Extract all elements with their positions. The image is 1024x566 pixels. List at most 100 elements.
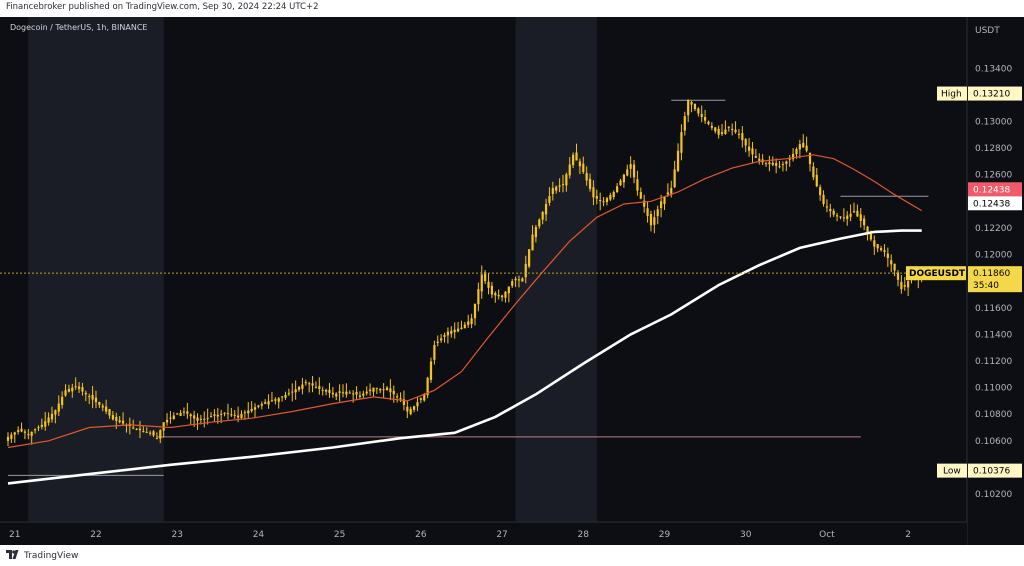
candle-body	[866, 226, 869, 233]
candle-body	[612, 192, 615, 197]
candle-body	[135, 428, 138, 430]
svg-text:35:40: 35:40	[973, 281, 999, 291]
candle-body	[704, 116, 707, 121]
candle-body	[111, 415, 115, 420]
price-tick: 0.11200	[975, 357, 1012, 367]
candle-body	[785, 161, 788, 164]
candle-body	[660, 201, 663, 209]
candle-body	[216, 414, 219, 417]
candle-body	[358, 395, 362, 397]
candle-body	[297, 386, 301, 390]
candle-body	[341, 392, 345, 394]
candle-body	[108, 409, 111, 416]
time-tick: 26	[415, 530, 427, 540]
candle-body	[406, 406, 409, 412]
candle-body	[375, 387, 378, 389]
price-tick: 0.10800	[975, 410, 1012, 420]
candle-body	[274, 399, 277, 401]
price-tick: 0.11400	[975, 330, 1012, 340]
candle-body	[233, 414, 236, 416]
candle-body	[57, 403, 60, 412]
candle-body	[636, 179, 639, 191]
candle-body	[348, 392, 351, 394]
current-price-label: DOGEUSDT 0.11860 35:40	[906, 266, 1022, 293]
candle-body	[487, 281, 490, 288]
candle-body	[517, 279, 521, 281]
candle-body	[176, 413, 179, 415]
candle-body	[859, 214, 862, 221]
candle-body	[646, 208, 649, 216]
candle-body	[23, 431, 27, 433]
candle-body	[599, 199, 602, 202]
candle-body	[710, 125, 713, 128]
candle-body	[856, 210, 859, 217]
candle-body	[714, 127, 717, 132]
candle-body	[27, 434, 30, 436]
candle-body	[30, 431, 33, 436]
candle-body	[697, 108, 700, 114]
candle-body	[643, 200, 646, 207]
candle-body	[484, 272, 487, 282]
candle-body	[10, 434, 13, 439]
candle-body	[423, 394, 426, 401]
candle-body	[731, 128, 734, 130]
candle-body	[352, 393, 355, 395]
candle-body	[67, 388, 71, 392]
chart-frame[interactable]: Dogecoin / TetherUS, 1h, BINANCE USDT 0.…	[0, 17, 1024, 545]
candle-body	[632, 164, 636, 178]
price-tick: 0.11600	[975, 304, 1012, 314]
candle-body	[595, 196, 598, 199]
candle-body	[179, 412, 182, 416]
candle-body	[490, 285, 494, 295]
candle-body	[568, 164, 571, 176]
price-chart[interactable]: Dogecoin / TetherUS, 1h, BINANCE USDT 0.…	[0, 17, 1024, 545]
time-axis[interactable]	[0, 522, 967, 545]
candle-body	[453, 329, 456, 333]
time-tick: 25	[334, 530, 345, 540]
candle-body	[727, 126, 730, 128]
candle-body	[17, 430, 20, 432]
candle-body	[446, 331, 450, 336]
candle-body	[138, 428, 142, 431]
svg-text:0.12438: 0.12438	[973, 185, 1010, 195]
candle-body	[538, 219, 541, 227]
candle-body	[720, 132, 724, 134]
symbol-title: Dogecoin / TetherUS, 1h, BINANCE	[10, 23, 147, 32]
candle-body	[619, 180, 622, 186]
candle-body	[196, 417, 199, 421]
ma-long-line	[7, 229, 922, 485]
candle-body	[683, 116, 686, 131]
candle-body	[118, 420, 121, 423]
time-tick: 24	[253, 530, 265, 540]
candle-body	[193, 415, 196, 419]
low-label: Low 0.10376	[937, 463, 1022, 478]
candle-body	[534, 227, 538, 238]
candle-body	[690, 102, 693, 105]
shaded-band-1	[515, 17, 597, 522]
price-tick: 0.10200	[975, 490, 1012, 500]
candle-body	[396, 396, 399, 398]
candle-body	[281, 396, 284, 398]
candle-body	[368, 389, 372, 392]
candle-body	[105, 406, 108, 412]
tradingview-logo-icon	[6, 550, 20, 562]
candle-body	[852, 211, 856, 213]
candle-body	[149, 432, 152, 434]
candle-body	[115, 416, 118, 421]
candle-body	[812, 166, 815, 178]
candle-body	[240, 413, 243, 419]
candle-body	[399, 398, 402, 400]
candle-body	[328, 389, 331, 393]
candle-body	[676, 150, 680, 171]
candle-body	[876, 244, 879, 249]
ma-short-line	[7, 154, 923, 449]
candle-body	[84, 392, 87, 395]
price-tick: 0.11000	[975, 384, 1012, 394]
candle-body	[741, 133, 744, 141]
candle-body	[450, 330, 453, 334]
candle-body	[544, 203, 548, 215]
candle-body	[832, 210, 835, 215]
svg-text:0.10376: 0.10376	[973, 467, 1010, 477]
candle-body	[98, 401, 101, 405]
candle-body	[291, 391, 294, 393]
